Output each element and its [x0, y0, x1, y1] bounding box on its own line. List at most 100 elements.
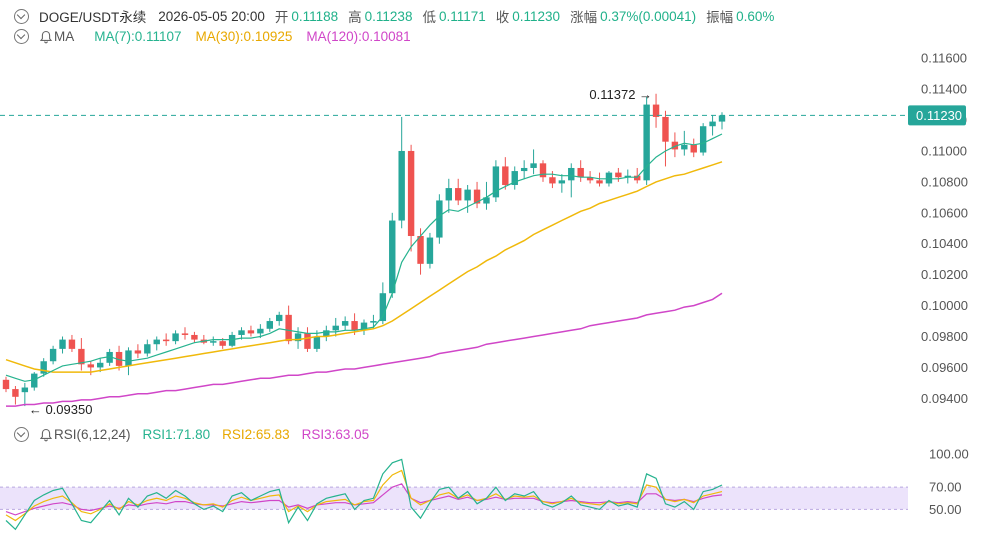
candle [426, 232, 434, 269]
low-annotation: ← 0.09350 [29, 402, 93, 417]
bell-icon[interactable] [39, 428, 53, 442]
rsi1-line [5, 458, 723, 531]
candle [332, 317, 339, 337]
price-tick: 0.10400 [921, 236, 968, 251]
rsi1-legend: RSI1:71.80 [142, 427, 211, 442]
low-value: 0.11171 [438, 8, 486, 24]
price-tick: 0.09800 [921, 329, 968, 344]
candle [520, 160, 528, 179]
ma120-line [6, 292, 723, 407]
candle [172, 330, 179, 345]
candle [304, 327, 311, 352]
price-pane[interactable] [2, 93, 726, 407]
collapse-toggle-icon[interactable] [14, 8, 29, 24]
candle [294, 327, 302, 349]
candle [473, 181, 481, 209]
candle [662, 110, 669, 167]
candle [634, 167, 641, 184]
ma7-line [5, 133, 723, 382]
candle [276, 311, 283, 326]
candle [257, 324, 264, 339]
price-tick: 0.10200 [921, 267, 968, 282]
candle [78, 338, 85, 371]
candle [2, 376, 10, 393]
candle [709, 115, 716, 136]
price-tick: 0.10600 [921, 205, 968, 220]
candle [502, 157, 509, 190]
candle [247, 325, 255, 337]
candle [492, 160, 500, 202]
rsi3-line [5, 483, 723, 516]
candle [643, 96, 650, 185]
candle [615, 167, 622, 182]
current-price-tag-text: 0.11230 [916, 108, 962, 123]
candle [341, 316, 349, 331]
candle [31, 372, 38, 391]
candle [379, 282, 387, 325]
candles-layer [2, 93, 726, 407]
price-tick: 0.10000 [921, 298, 968, 313]
price-tick: 0.11600 [921, 51, 967, 66]
rsi2-legend: RSI2:65.83 [222, 427, 290, 442]
candle [115, 345, 123, 371]
candle [191, 331, 198, 343]
candle [624, 169, 631, 184]
rsi-pane[interactable] [5, 458, 723, 531]
ma30-legend: MA(30):0.10925 [195, 29, 293, 44]
candle [455, 178, 462, 206]
candle [530, 149, 537, 175]
candle [464, 184, 471, 213]
amplitude-value: 0.60% [736, 8, 775, 24]
rsi-collapse-icon[interactable] [14, 427, 29, 442]
ma30-line [5, 161, 723, 373]
candle [323, 325, 330, 342]
candle [200, 334, 208, 345]
candle [162, 333, 170, 346]
candle [483, 181, 490, 210]
candle [652, 93, 660, 128]
candle [511, 166, 518, 190]
ma-name: MA [54, 29, 75, 44]
candle [436, 194, 443, 244]
bell-icon[interactable] [39, 30, 53, 44]
rsi3-legend: RSI3:63.05 [301, 427, 370, 442]
ma-collapse-icon[interactable] [14, 29, 29, 44]
rsi-tick: 100.00 [929, 446, 969, 461]
candle [690, 138, 697, 158]
amplitude-label: 振幅 [706, 10, 734, 25]
candle [153, 336, 160, 351]
candle [671, 132, 679, 158]
price-tick: 0.11000 [921, 143, 967, 158]
candle [21, 382, 29, 407]
symbol-label[interactable]: DOGE/USDT永续 [39, 10, 147, 25]
candle [40, 358, 47, 377]
ma120-legend: MA(120):0.10081 [306, 29, 411, 44]
rsi-legend: RSI(6,12,24) RSI1:71.80 RSI2:65.83 RSI3:… [14, 427, 369, 442]
candle [12, 385, 19, 405]
datetime-label: 2026-05-05 20:00 [158, 8, 265, 24]
candle [144, 339, 151, 357]
change-value: 0.37%(0.00041) [600, 8, 697, 24]
high-annotation: 0.11372 → [589, 87, 652, 102]
price-tick: 0.09400 [921, 391, 968, 406]
price-tick: 0.10800 [921, 174, 968, 189]
candle [360, 319, 368, 335]
ohlc-header: DOGE/USDT永续 2026-05-05 20:00 开 0.11188 高… [14, 6, 774, 26]
low-label: 低 [422, 10, 436, 25]
candle [596, 172, 603, 187]
candle [558, 174, 566, 193]
price-axis: 0.116000.114000.112000.110000.108000.106… [921, 51, 968, 406]
candle [134, 344, 142, 359]
candle [59, 336, 66, 354]
rsi-name: RSI(6,12,24) [54, 427, 131, 442]
ma7-legend: MA(7):0.11107 [94, 29, 182, 44]
close-value: 0.11230 [512, 8, 561, 24]
candle [210, 336, 217, 346]
close-label: 收 [495, 10, 510, 25]
candle [87, 361, 94, 376]
change-label: 涨幅 [570, 10, 598, 25]
candle [285, 305, 292, 345]
price-tick: 0.11400 [921, 82, 967, 97]
rsi-tick: 70.00 [929, 480, 962, 495]
